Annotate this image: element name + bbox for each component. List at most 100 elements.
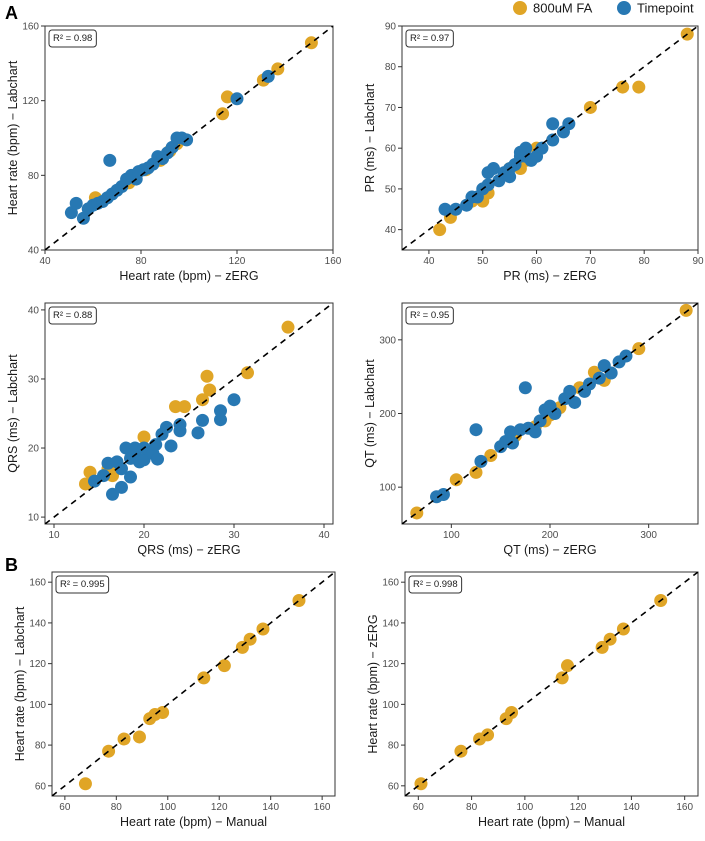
point-timepoint bbox=[518, 381, 532, 395]
legend-swatch-fa bbox=[513, 1, 527, 15]
point-timepoint bbox=[438, 202, 452, 216]
point-fa bbox=[235, 640, 249, 654]
identity-line bbox=[402, 26, 698, 250]
identity-line bbox=[45, 303, 333, 524]
x-axis-title: Heart rate (bpm) − Manual bbox=[120, 815, 267, 829]
point-fa bbox=[216, 107, 230, 121]
plot-area bbox=[45, 303, 333, 524]
x-tick-label: 80 bbox=[135, 256, 147, 267]
point-timepoint bbox=[214, 413, 227, 427]
point-timepoint bbox=[592, 371, 606, 385]
plot-frame bbox=[401, 25, 699, 251]
point-fa bbox=[484, 448, 498, 462]
x-tick-label: 120 bbox=[211, 802, 228, 813]
point-fa bbox=[616, 80, 630, 94]
scatter-panel-6: 60 80 100 120 140 160 60 80 100 120 140 160 Heart ra… bbox=[366, 571, 699, 829]
x-tick-label: 70 bbox=[585, 256, 597, 267]
point-timepoint bbox=[115, 480, 128, 494]
point-timepoint bbox=[519, 141, 533, 155]
y-tick-label: 80 bbox=[35, 741, 47, 752]
r2-label: R² = 0.98 bbox=[53, 33, 92, 44]
point-fa bbox=[410, 506, 424, 520]
point-timepoint bbox=[191, 426, 205, 440]
x-tick-label: 140 bbox=[262, 802, 279, 813]
y-tick-label: 40 bbox=[28, 246, 40, 257]
point-timepoint bbox=[469, 423, 483, 437]
x-tick-label: 200 bbox=[542, 530, 559, 541]
identity-line bbox=[45, 26, 333, 250]
point-timepoint bbox=[173, 418, 187, 432]
r2-box bbox=[405, 306, 454, 325]
x-tick-label: 160 bbox=[325, 256, 342, 267]
point-fa bbox=[505, 706, 519, 720]
point-fa bbox=[281, 320, 295, 334]
point-timepoint bbox=[69, 196, 83, 210]
x-tick-label: 60 bbox=[59, 802, 71, 813]
y-tick-label: 60 bbox=[385, 144, 397, 155]
point-fa bbox=[616, 622, 630, 636]
point-fa bbox=[106, 469, 119, 483]
point-timepoint bbox=[506, 436, 520, 450]
point-fa bbox=[132, 730, 146, 744]
x-tick-label: 160 bbox=[676, 802, 693, 813]
point-fa bbox=[414, 777, 428, 791]
y-tick-label: 160 bbox=[22, 22, 39, 33]
point-timepoint bbox=[230, 92, 244, 106]
point-timepoint bbox=[563, 384, 577, 398]
x-tick-label: 160 bbox=[314, 802, 331, 813]
point-timepoint bbox=[548, 407, 562, 420]
x-tick-label: 100 bbox=[517, 802, 534, 813]
r2-label: R² = 0.95 bbox=[410, 310, 449, 321]
scatter-panel-2: 40 50 60 70 80 90 40 50 60 70 80 90 PR (ms) − zERG PR… bbox=[363, 22, 704, 284]
point-timepoint bbox=[535, 141, 549, 155]
y-tick-label: 80 bbox=[28, 171, 40, 182]
plot-area bbox=[402, 26, 698, 250]
y-tick-label: 300 bbox=[379, 335, 396, 346]
y-tick-label: 100 bbox=[29, 700, 46, 711]
y-tick-label: 120 bbox=[22, 96, 39, 107]
r2-box bbox=[408, 575, 463, 594]
x-tick-label: 80 bbox=[466, 802, 478, 813]
point-fa bbox=[433, 223, 447, 237]
plot-area bbox=[45, 26, 333, 250]
point-fa bbox=[203, 383, 217, 397]
x-axis-title: PR (ms) − zERG bbox=[503, 269, 596, 283]
x-tick-label: 120 bbox=[570, 802, 587, 813]
point-timepoint bbox=[568, 395, 582, 409]
point-fa bbox=[595, 640, 609, 654]
y-tick-label: 140 bbox=[382, 618, 399, 629]
y-tick-label: 100 bbox=[379, 483, 396, 494]
plot-frame bbox=[51, 571, 336, 797]
x-tick-label: 80 bbox=[639, 256, 651, 267]
x-tick-label: 50 bbox=[477, 256, 489, 267]
x-tick-label: 20 bbox=[138, 530, 150, 541]
legend: 800uM FA Timepoint bbox=[513, 1, 694, 16]
point-fa bbox=[169, 400, 182, 414]
x-tick-label: 40 bbox=[318, 530, 330, 541]
y-tick-label: 100 bbox=[382, 700, 399, 711]
point-fa bbox=[156, 706, 170, 720]
identity-line bbox=[405, 572, 698, 796]
scatter-panel-4: 100 200 300 100 200 300 QT (ms) − zERG QT (ms) … bbox=[363, 302, 699, 557]
point-fa bbox=[196, 393, 209, 407]
plot-frame bbox=[44, 302, 334, 525]
y-tick-label: 60 bbox=[35, 781, 47, 792]
point-timepoint bbox=[227, 393, 241, 407]
y-axis-title: QT (ms) − Labchart bbox=[363, 359, 377, 468]
point-timepoint bbox=[546, 133, 560, 147]
plot-area bbox=[405, 572, 698, 796]
y-axis-title: Heart rate (bpm) − Labchart bbox=[6, 60, 20, 215]
r2-label: R² = 0.97 bbox=[410, 33, 449, 44]
y-tick-label: 90 bbox=[385, 22, 397, 33]
point-timepoint bbox=[474, 454, 488, 468]
x-tick-label: 100 bbox=[159, 802, 176, 813]
y-tick-label: 60 bbox=[388, 781, 400, 792]
y-tick-label: 40 bbox=[385, 225, 397, 236]
r2-box bbox=[55, 575, 110, 594]
r2-box bbox=[405, 29, 454, 48]
point-timepoint bbox=[528, 425, 542, 439]
y-tick-label: 80 bbox=[388, 741, 400, 752]
y-tick-label: 140 bbox=[29, 618, 46, 629]
r2-label: R² = 0.995 bbox=[60, 579, 105, 590]
